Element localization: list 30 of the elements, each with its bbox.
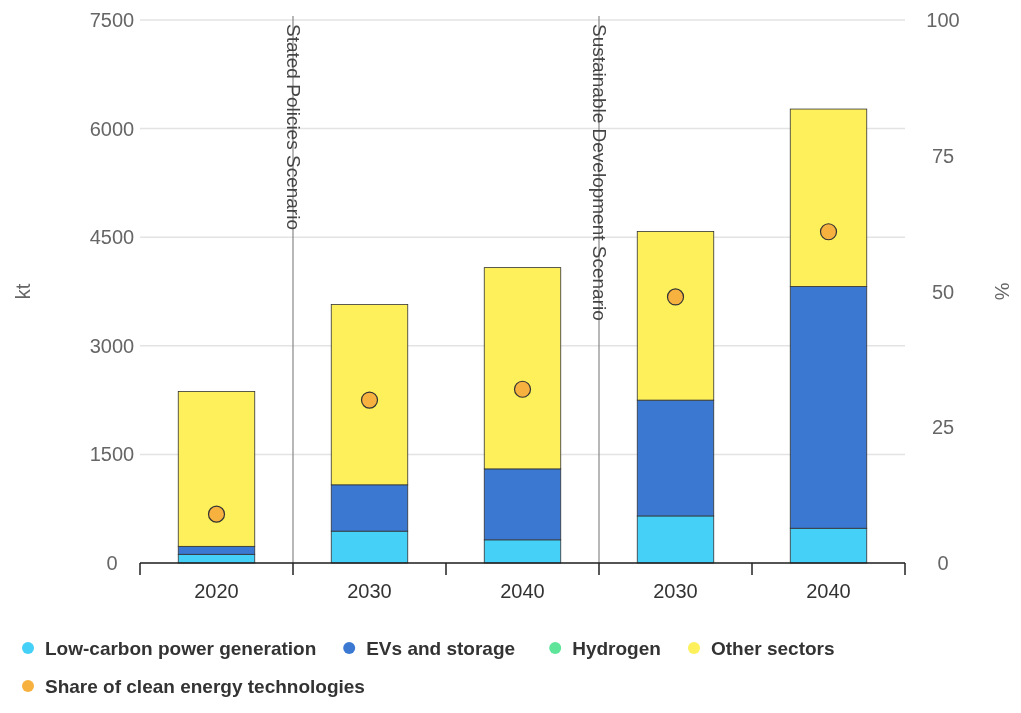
point — [666, 288, 685, 306]
x-tick-label: 2020 — [194, 580, 239, 602]
y-tick-label: 3000 — [89, 334, 135, 357]
point — [819, 223, 838, 241]
y2-tick-label: 100 — [926, 9, 960, 31]
x-tick-label: 2030 — [347, 580, 392, 602]
y-tick-label: 1500 — [89, 443, 135, 466]
y2-tick-label: 75 — [931, 144, 955, 167]
x-tick-label: 2030 — [653, 580, 698, 602]
x-tick-label: 2040 — [806, 580, 851, 602]
y-axis-title: kt — [12, 283, 34, 300]
y2-tick-label: 0 — [937, 552, 949, 574]
point — [513, 380, 532, 398]
legend-label: EVs and storage — [366, 637, 516, 659]
x-tick-label: 2040 — [500, 580, 545, 602]
legend-label: Share of clean energy technologies — [45, 675, 365, 697]
y2-tick-label: 25 — [931, 416, 955, 439]
y-tick-label: 4500 — [89, 226, 135, 249]
legend-label: Hydrogen — [572, 637, 661, 659]
annotation: Stated Policies Scenario — [283, 24, 305, 230]
y-tick-label: 0 — [106, 552, 118, 574]
y-tick-label: 7500 — [89, 9, 135, 31]
legend-label: Other sectors — [711, 637, 835, 659]
point — [207, 505, 226, 523]
y2-tick-label: 50 — [931, 280, 955, 303]
legend-label: Low-carbon power generation — [45, 637, 317, 659]
y2-axis-title: % — [991, 282, 1013, 301]
annotation: Sustainable Development Scenario — [589, 24, 611, 321]
y-tick-label: 6000 — [89, 117, 135, 140]
point — [360, 391, 379, 409]
